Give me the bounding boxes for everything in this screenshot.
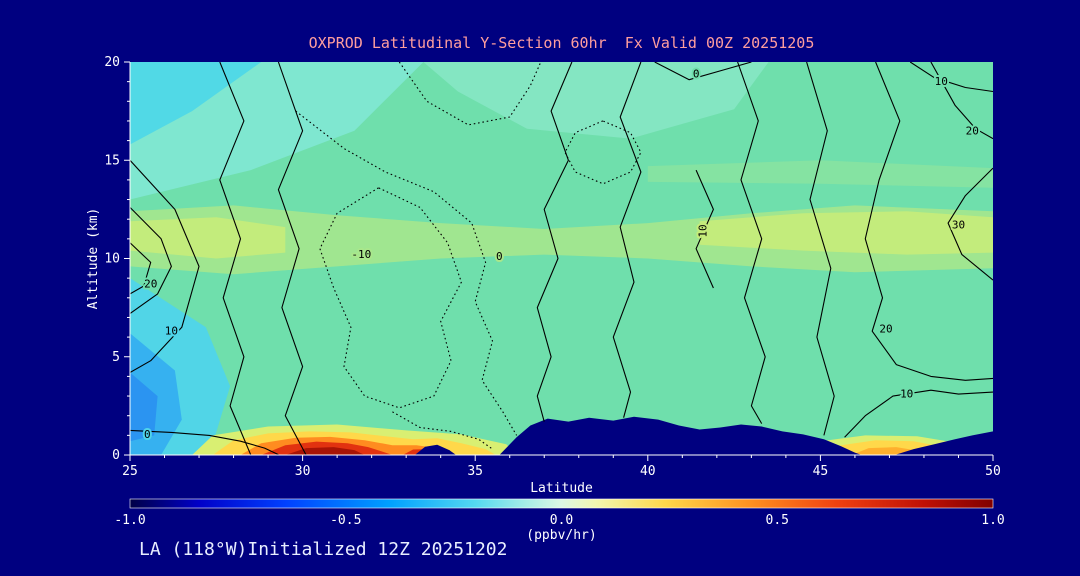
y-axis-title: Altitude (km) xyxy=(86,208,101,310)
colorbar xyxy=(129,498,994,509)
terrain-2 xyxy=(894,431,993,455)
y-tick-label: 10 xyxy=(104,252,120,267)
terrain-1 xyxy=(414,444,457,455)
colorbar-tick-label: 0.0 xyxy=(550,513,573,528)
contour-label: 10 xyxy=(165,325,178,338)
contour-label: 30 xyxy=(952,219,965,232)
contour-label: 0 xyxy=(144,428,151,441)
colorbar-tick-label: 0.5 xyxy=(766,513,789,528)
contour-line-solid xyxy=(806,62,835,436)
contour-line-solid xyxy=(930,62,993,140)
x-tick-label: 25 xyxy=(122,464,138,479)
contour-line-solid xyxy=(695,169,714,289)
contour-line-solid xyxy=(654,62,752,81)
y-tick-label: 15 xyxy=(104,153,120,168)
contour-line-dotted xyxy=(295,110,518,436)
field-region-centertop-cyan xyxy=(423,62,769,139)
field-region-band-upper-right xyxy=(647,160,993,188)
contour-line-solid xyxy=(130,242,152,295)
axes-group: 25 30 35 40 45 50 0 5 10 15 20 Latitude Altitude (km… xyxy=(86,55,1001,496)
contour-label: 10 xyxy=(935,75,948,88)
contour-label: 20 xyxy=(144,278,157,291)
colorbar-title: (ppbv/hr) xyxy=(526,528,596,543)
contour-label: 0 xyxy=(693,67,700,80)
field-region-left-low-blue-core xyxy=(130,372,158,442)
contour-label: 10 xyxy=(900,388,913,401)
field-region-band-strong-right xyxy=(699,211,993,255)
contour-line-solid xyxy=(909,62,993,93)
contour-line-solid xyxy=(864,62,993,381)
contour-label: -10 xyxy=(351,248,371,261)
contour-line-solid xyxy=(130,429,279,455)
contour-line-solid xyxy=(130,207,172,314)
x-tick-label: 50 xyxy=(985,464,1001,479)
contour-line-dotted xyxy=(392,411,493,450)
contour-line-solid xyxy=(844,389,993,438)
contour-line-dotted xyxy=(319,187,462,409)
x-tick-label: 40 xyxy=(640,464,656,479)
contour-line-solid xyxy=(219,62,252,455)
y-tick-label: 5 xyxy=(112,350,120,365)
terrain-0 xyxy=(499,416,862,455)
contour-label: 20 xyxy=(879,323,892,336)
plot-title: OXPROD Latitudinal Y-Section 60hr Fx Val… xyxy=(308,34,815,52)
y-tick-label: 20 xyxy=(104,55,120,70)
contour-line-solid xyxy=(737,62,766,424)
y-tick-label: 0 xyxy=(112,448,120,463)
colorbar-tick-label: -1.0 xyxy=(114,513,145,528)
colorbar-tick-label: -0.5 xyxy=(330,513,361,528)
contour-line-solid xyxy=(947,167,993,281)
contour-line-solid xyxy=(536,62,573,422)
x-tick-label: 45 xyxy=(813,464,829,479)
field-group xyxy=(130,62,993,455)
footer-annotation: LA (118°W)Initialized 12Z 20251202 xyxy=(139,539,508,560)
contour-line-dotted xyxy=(398,62,542,126)
contour-group: 20 10 0 -10 0 0 10 20 30 20 10 10 xyxy=(130,62,993,455)
contour-line-solid xyxy=(130,159,200,373)
x-axis-title: Latitude xyxy=(530,481,593,496)
contour-line-solid xyxy=(277,62,307,455)
x-tick-label: 35 xyxy=(467,464,483,479)
contour-label: 20 xyxy=(966,124,979,137)
contour-label: 0 xyxy=(496,250,503,263)
contour-label: 10 xyxy=(697,224,710,237)
colorbar-tick-label: 1.0 xyxy=(981,513,1004,528)
field-region-band-strong-left xyxy=(130,217,286,259)
contour-line-solid xyxy=(612,62,642,418)
x-tick-label: 30 xyxy=(295,464,311,479)
